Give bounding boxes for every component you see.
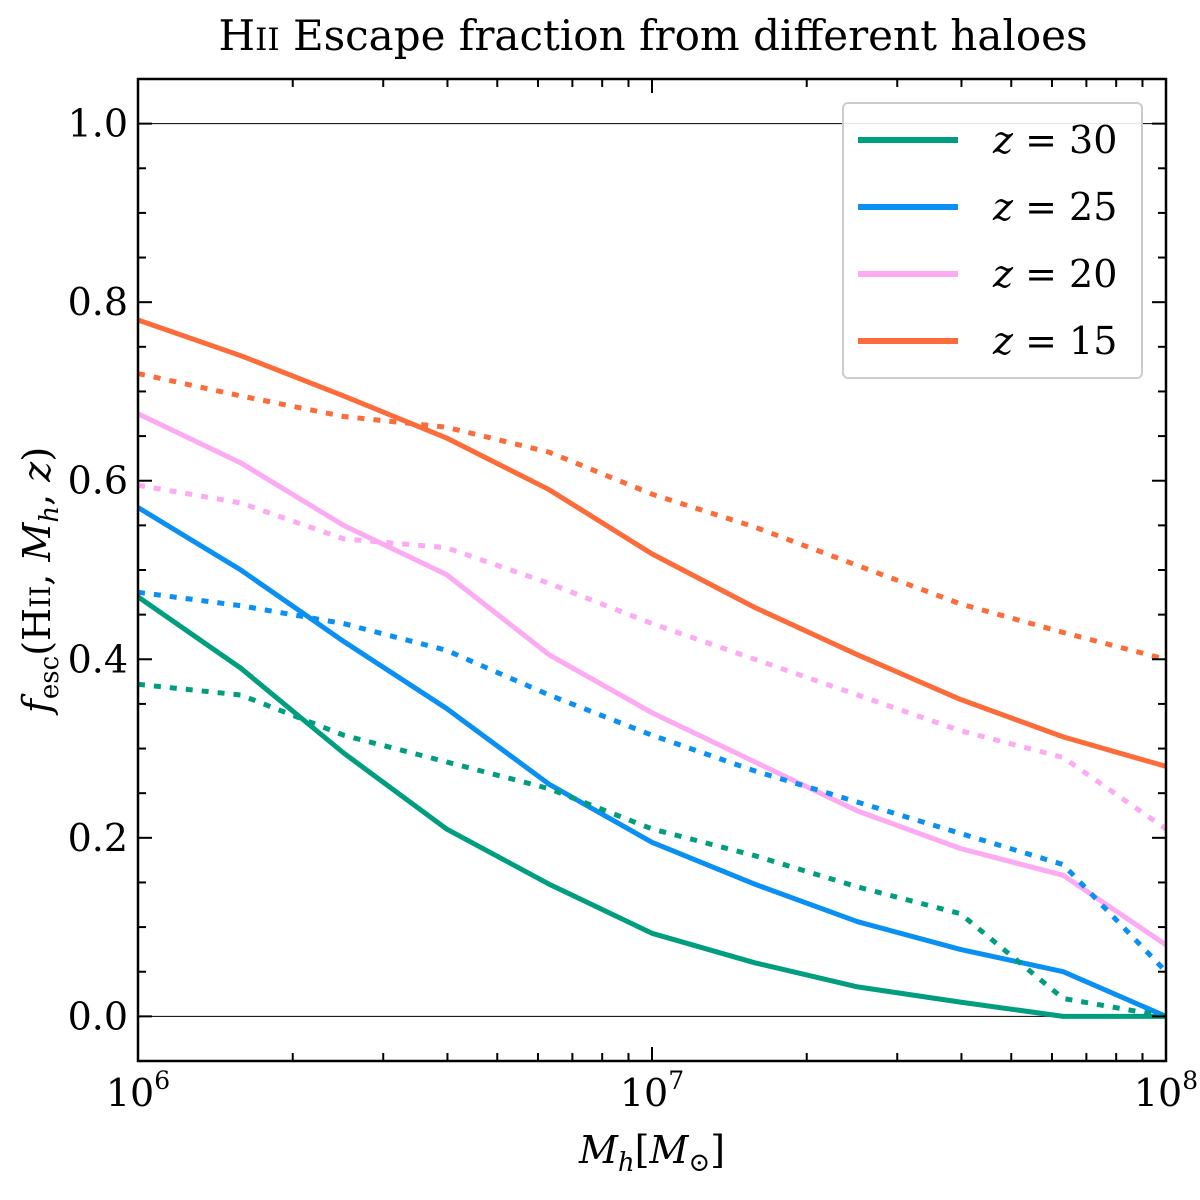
chart-title: HII Escape fraction from different haloe… [218,11,1087,60]
y-tick-label: 0.6 [68,459,128,503]
x-axis-label: Mh[M⊙] [578,1128,725,1178]
legend-label: z = 30 [992,118,1117,162]
y-tick-label: 1.0 [68,102,128,146]
y-tick-label: 0.0 [68,994,128,1038]
x-tick-label: 106 [106,1066,170,1115]
legend-label: z = 20 [992,252,1117,296]
series-line-dotted-4 [137,681,1167,1019]
x-tick-label: 108 [1134,1066,1198,1115]
series-line-solid-1 [136,505,1167,1019]
series-layer [136,317,1168,1019]
y-tick-label: 0.8 [68,280,128,324]
y-axis-label: fesc(HII, Mh, z) [15,447,65,716]
legend-label: z = 25 [992,185,1117,229]
series-line-solid-3 [137,317,1167,769]
series-line-dotted-6 [137,482,1168,831]
x-tick-label: 107 [620,1066,684,1115]
y-tick-label: 0.2 [68,816,128,860]
legend-box [842,102,1143,379]
y-tick-label: 0.4 [68,637,128,681]
legend: z = 30 z = 25 z = 20 z = 15 [842,102,1143,379]
axis-layer: 106 107 108 0.0 0.2 0.4 0.6 0.8 1.0 [68,77,1198,1115]
series-line-dotted-7 [137,371,1167,662]
series-line-solid-0 [136,594,1166,1019]
legend-label: z = 15 [992,319,1117,363]
series-line-dotted-5 [137,589,1168,974]
series-line-solid-2 [136,411,1168,947]
